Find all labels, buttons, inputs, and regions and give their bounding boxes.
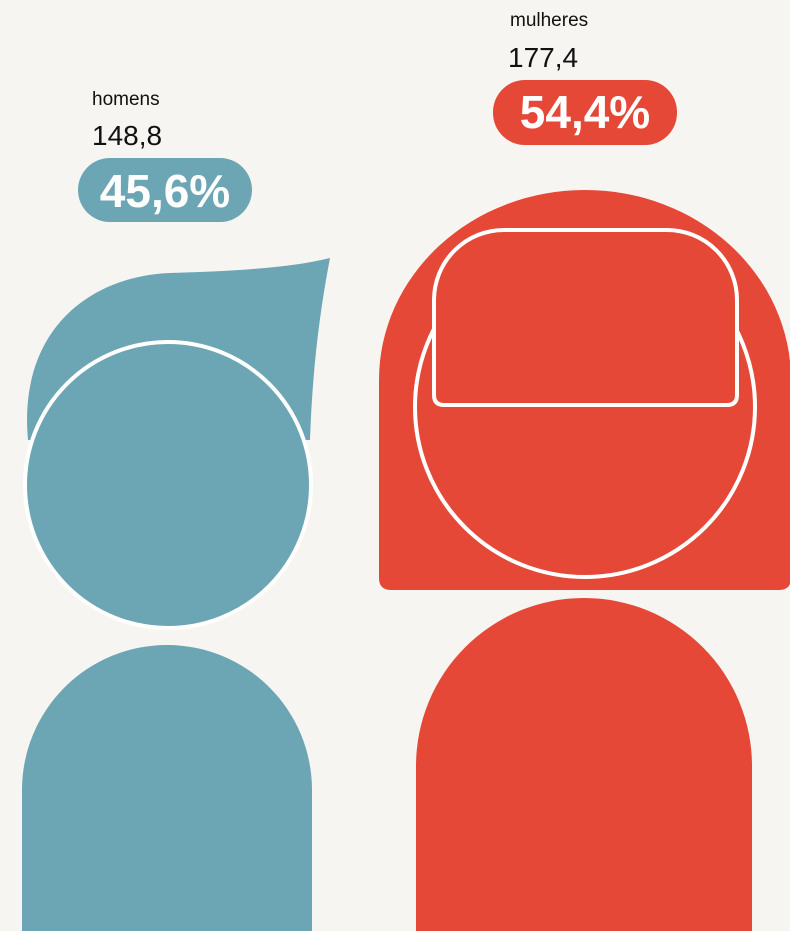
women-figure: mulheres 177,4 54,4% <box>379 10 790 931</box>
women-value: 177,4 <box>508 42 578 73</box>
men-figure: homens 148,8 45,6% <box>22 89 330 931</box>
men-body <box>22 645 312 931</box>
women-body <box>416 598 752 931</box>
men-share: 45,6% <box>100 165 230 217</box>
women-label: mulheres <box>510 10 588 31</box>
men-pill <box>78 158 252 222</box>
women-share: 54,4% <box>520 86 650 138</box>
men-label: homens <box>92 89 160 110</box>
women-pill <box>493 80 677 145</box>
women-bangs <box>432 228 739 407</box>
men-value: 148,8 <box>92 120 162 151</box>
men-head <box>23 340 313 630</box>
